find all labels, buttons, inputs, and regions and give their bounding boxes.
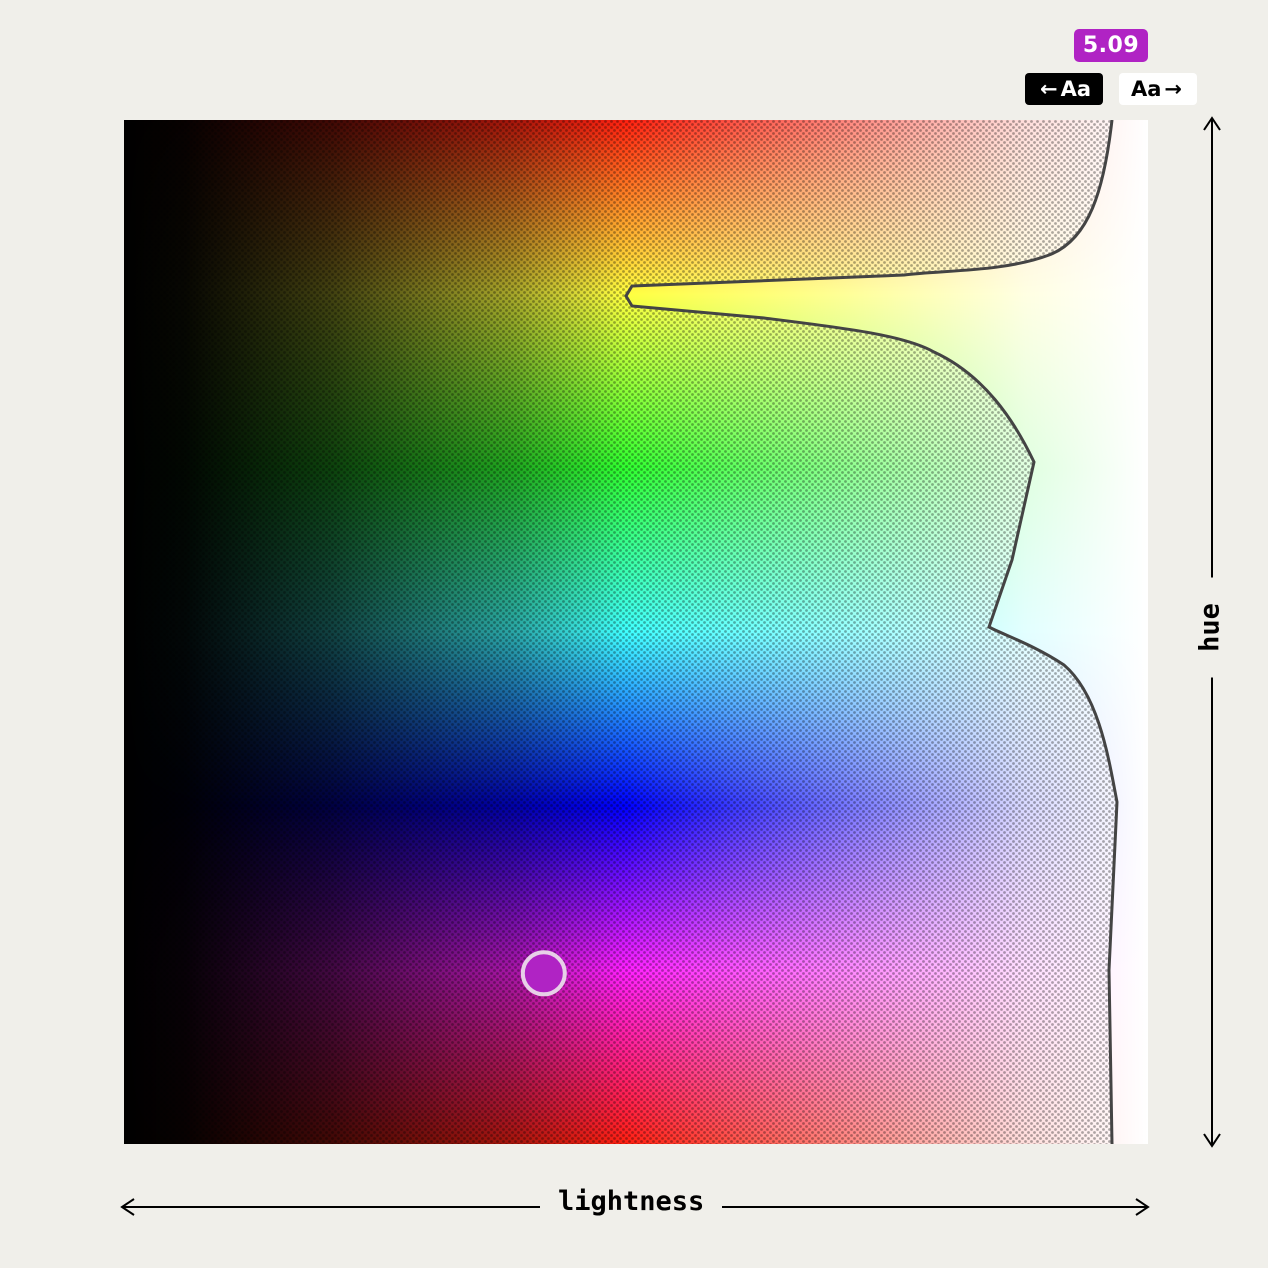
contrast-ratio-badge: 5.09 [1074, 29, 1148, 62]
y-axis-label: hue [1194, 577, 1226, 678]
contrast-ratio-value: 5.09 [1082, 33, 1140, 58]
dark-text-label: Aa [1060, 77, 1092, 101]
color-field[interactable] [124, 120, 1148, 1144]
arrow-left-icon: ← [1039, 77, 1058, 101]
x-axis-label: lightness [540, 1186, 723, 1217]
light-text-toggle[interactable]: Aa → [1119, 73, 1197, 105]
contrast-boundary-line [624, 120, 1119, 1144]
dark-text-toggle[interactable]: ← Aa [1025, 73, 1103, 105]
light-text-label: Aa [1130, 77, 1162, 101]
color-picker-handle[interactable] [520, 950, 567, 997]
arrow-right-icon: → [1164, 77, 1183, 101]
out-of-range-region [124, 120, 1117, 1144]
